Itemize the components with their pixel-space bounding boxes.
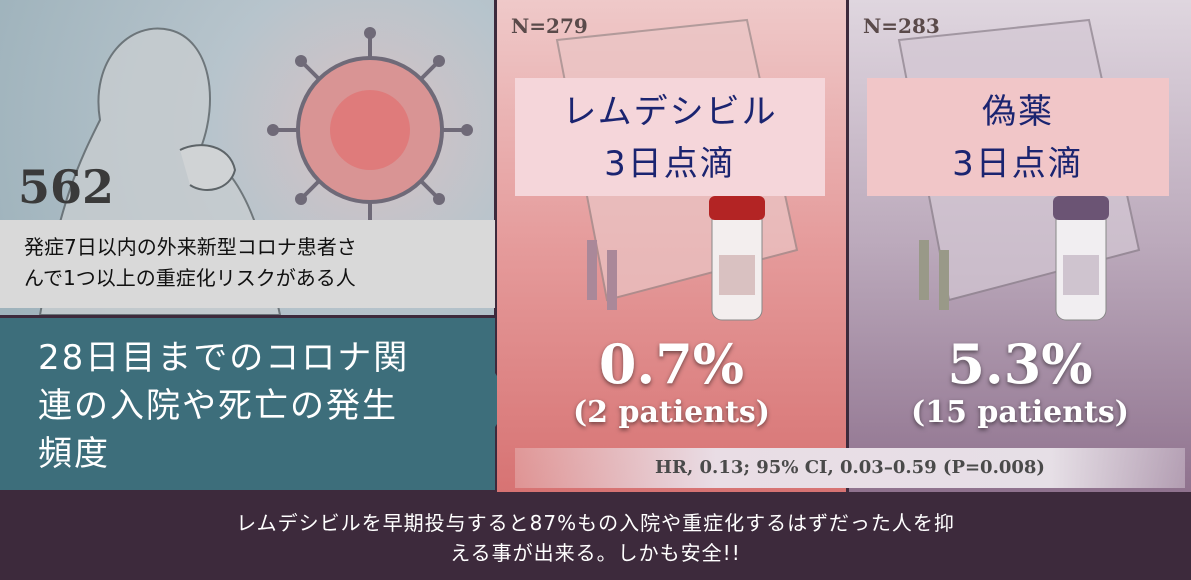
event-rate: 5.3%: [947, 332, 1093, 396]
hazard-ratio: HR, 0.13; 95% CI, 0.03–0.59 (P=0.008): [515, 448, 1185, 488]
treatment-label: レムデシビル 3日点滴: [515, 78, 825, 196]
footer-line: える事が出来る。しかも安全!!: [450, 541, 741, 565]
outcome-box: 28日目までのコロナ関 連の入院や死亡の発生 頻度: [0, 318, 495, 490]
outcome-line: 頻度: [38, 434, 110, 474]
label-line: 3日点滴: [952, 144, 1084, 184]
patient-count: 562: [18, 160, 115, 214]
footer-line: レムデシビルを早期投与すると87%もの入院や重症化するはずだった人を抑: [236, 511, 955, 535]
outcome-line: 連の入院や死亡の発生: [38, 386, 398, 426]
remdesivir-panel: N=279 レムデシビル 3日点滴 0.7% (2 patients): [497, 0, 846, 492]
label-line: 偽薬: [982, 92, 1054, 132]
population-caption: 発症7日以内の外来新型コロナ患者さ んで1つ以上の重症化リスクがある人: [0, 220, 495, 308]
sample-size: N=279: [511, 14, 588, 38]
caption-line: 発症7日以内の外来新型コロナ患者さ: [24, 235, 357, 259]
sample-size: N=283: [863, 14, 940, 38]
patient-number: (2 patients): [572, 395, 771, 430]
outcome-line: 28日目までのコロナ関: [38, 338, 410, 378]
treatment-label: 偽薬 3日点滴: [867, 78, 1169, 196]
patient-number: (15 patients): [911, 395, 1129, 430]
event-rate: 0.7%: [598, 332, 745, 396]
caption-line: んで1つ以上の重症化リスクがある人: [24, 266, 356, 290]
placebo-panel: N=283 偽薬 3日点滴 5.3% (15 patients): [849, 0, 1191, 492]
label-line: レムデシビル: [562, 92, 778, 132]
label-line: 3日点滴: [604, 144, 736, 184]
footer-message: レムデシビルを早期投与すると87%もの入院や重症化するはずだった人を抑 える事が…: [0, 494, 1191, 580]
